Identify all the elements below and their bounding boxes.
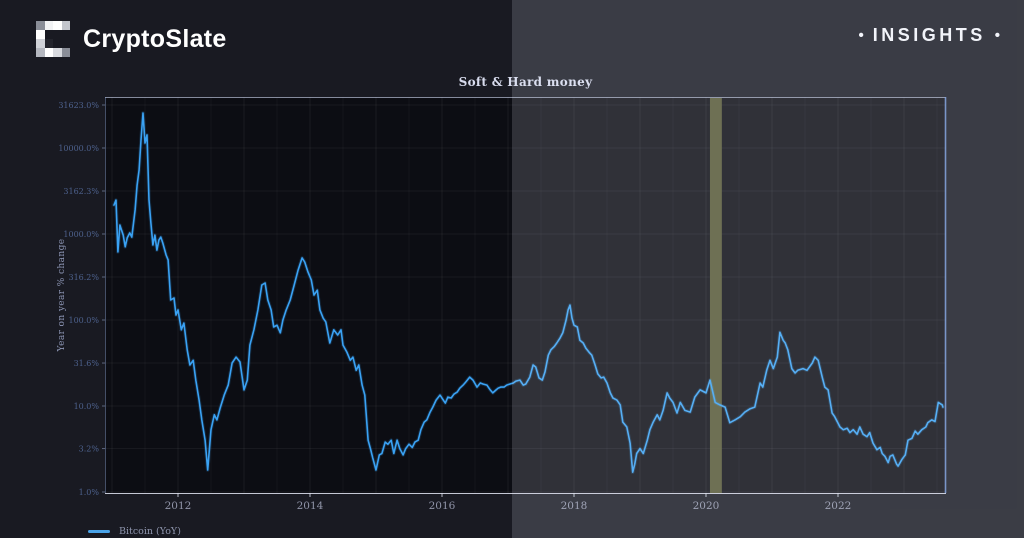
header-brand: CryptoSlate xyxy=(36,21,227,57)
legend-label: Bitcoin (YoY) xyxy=(119,526,181,537)
legend-swatch-icon xyxy=(88,530,110,533)
bitcoin-yoy-line xyxy=(113,112,944,474)
y-tick-label: 31.6% xyxy=(74,359,100,368)
logo-pixel xyxy=(36,21,45,30)
chart-title: Soft & Hard money xyxy=(458,75,593,89)
logo-pixel xyxy=(53,21,62,30)
halving-highlight-band xyxy=(709,98,722,493)
logo-pixel xyxy=(61,48,70,57)
logo-pixel xyxy=(62,39,71,48)
y-tick-label: 1.0% xyxy=(79,488,100,497)
y-tick-label: 3.2% xyxy=(79,445,100,454)
logo-pixel xyxy=(53,39,62,48)
logo-pixel xyxy=(36,39,45,48)
x-tick-label: 2014 xyxy=(297,500,324,512)
logo-pixel xyxy=(36,48,45,57)
logo-pixel xyxy=(36,30,45,39)
logo-pixel xyxy=(62,30,71,39)
y-tick-label: 1000.0% xyxy=(63,230,99,239)
y-axis-label: Year on year % change xyxy=(57,238,67,352)
logo-pixel xyxy=(45,30,54,39)
x-tick-label: 2012 xyxy=(165,500,192,512)
cryptoslate-logo-icon xyxy=(36,21,70,57)
x-tick-label: 2016 xyxy=(429,500,456,512)
insights-badge: • INSIGHTS • xyxy=(858,25,1000,46)
bullet-icon: • xyxy=(994,27,1000,44)
plot-area xyxy=(105,97,946,493)
y-tick-label: 10000.0% xyxy=(58,144,99,153)
logo-pixel xyxy=(53,30,62,39)
y-tick-label: 31623.0% xyxy=(58,101,99,110)
y-tick-label: 100.0% xyxy=(68,316,99,325)
chart-legend: Bitcoin (YoY) xyxy=(88,526,181,537)
y-tick-label: 10.0% xyxy=(74,402,100,411)
x-tick-label: 2020 xyxy=(693,500,720,512)
insights-label: INSIGHTS xyxy=(872,25,986,45)
y-tick-label: 3162.3% xyxy=(63,187,99,196)
y-tick-label: 316.2% xyxy=(68,273,99,282)
bullet-icon: • xyxy=(858,27,864,44)
x-tick-label: 2022 xyxy=(825,500,852,512)
logo-pixel xyxy=(44,48,53,57)
logo-pixel xyxy=(53,48,62,57)
logo-pixel xyxy=(44,39,53,48)
brand-name: CryptoSlate xyxy=(83,24,227,53)
x-tick-label: 2018 xyxy=(561,500,588,512)
logo-pixel xyxy=(61,21,70,30)
logo-pixel xyxy=(44,21,53,30)
